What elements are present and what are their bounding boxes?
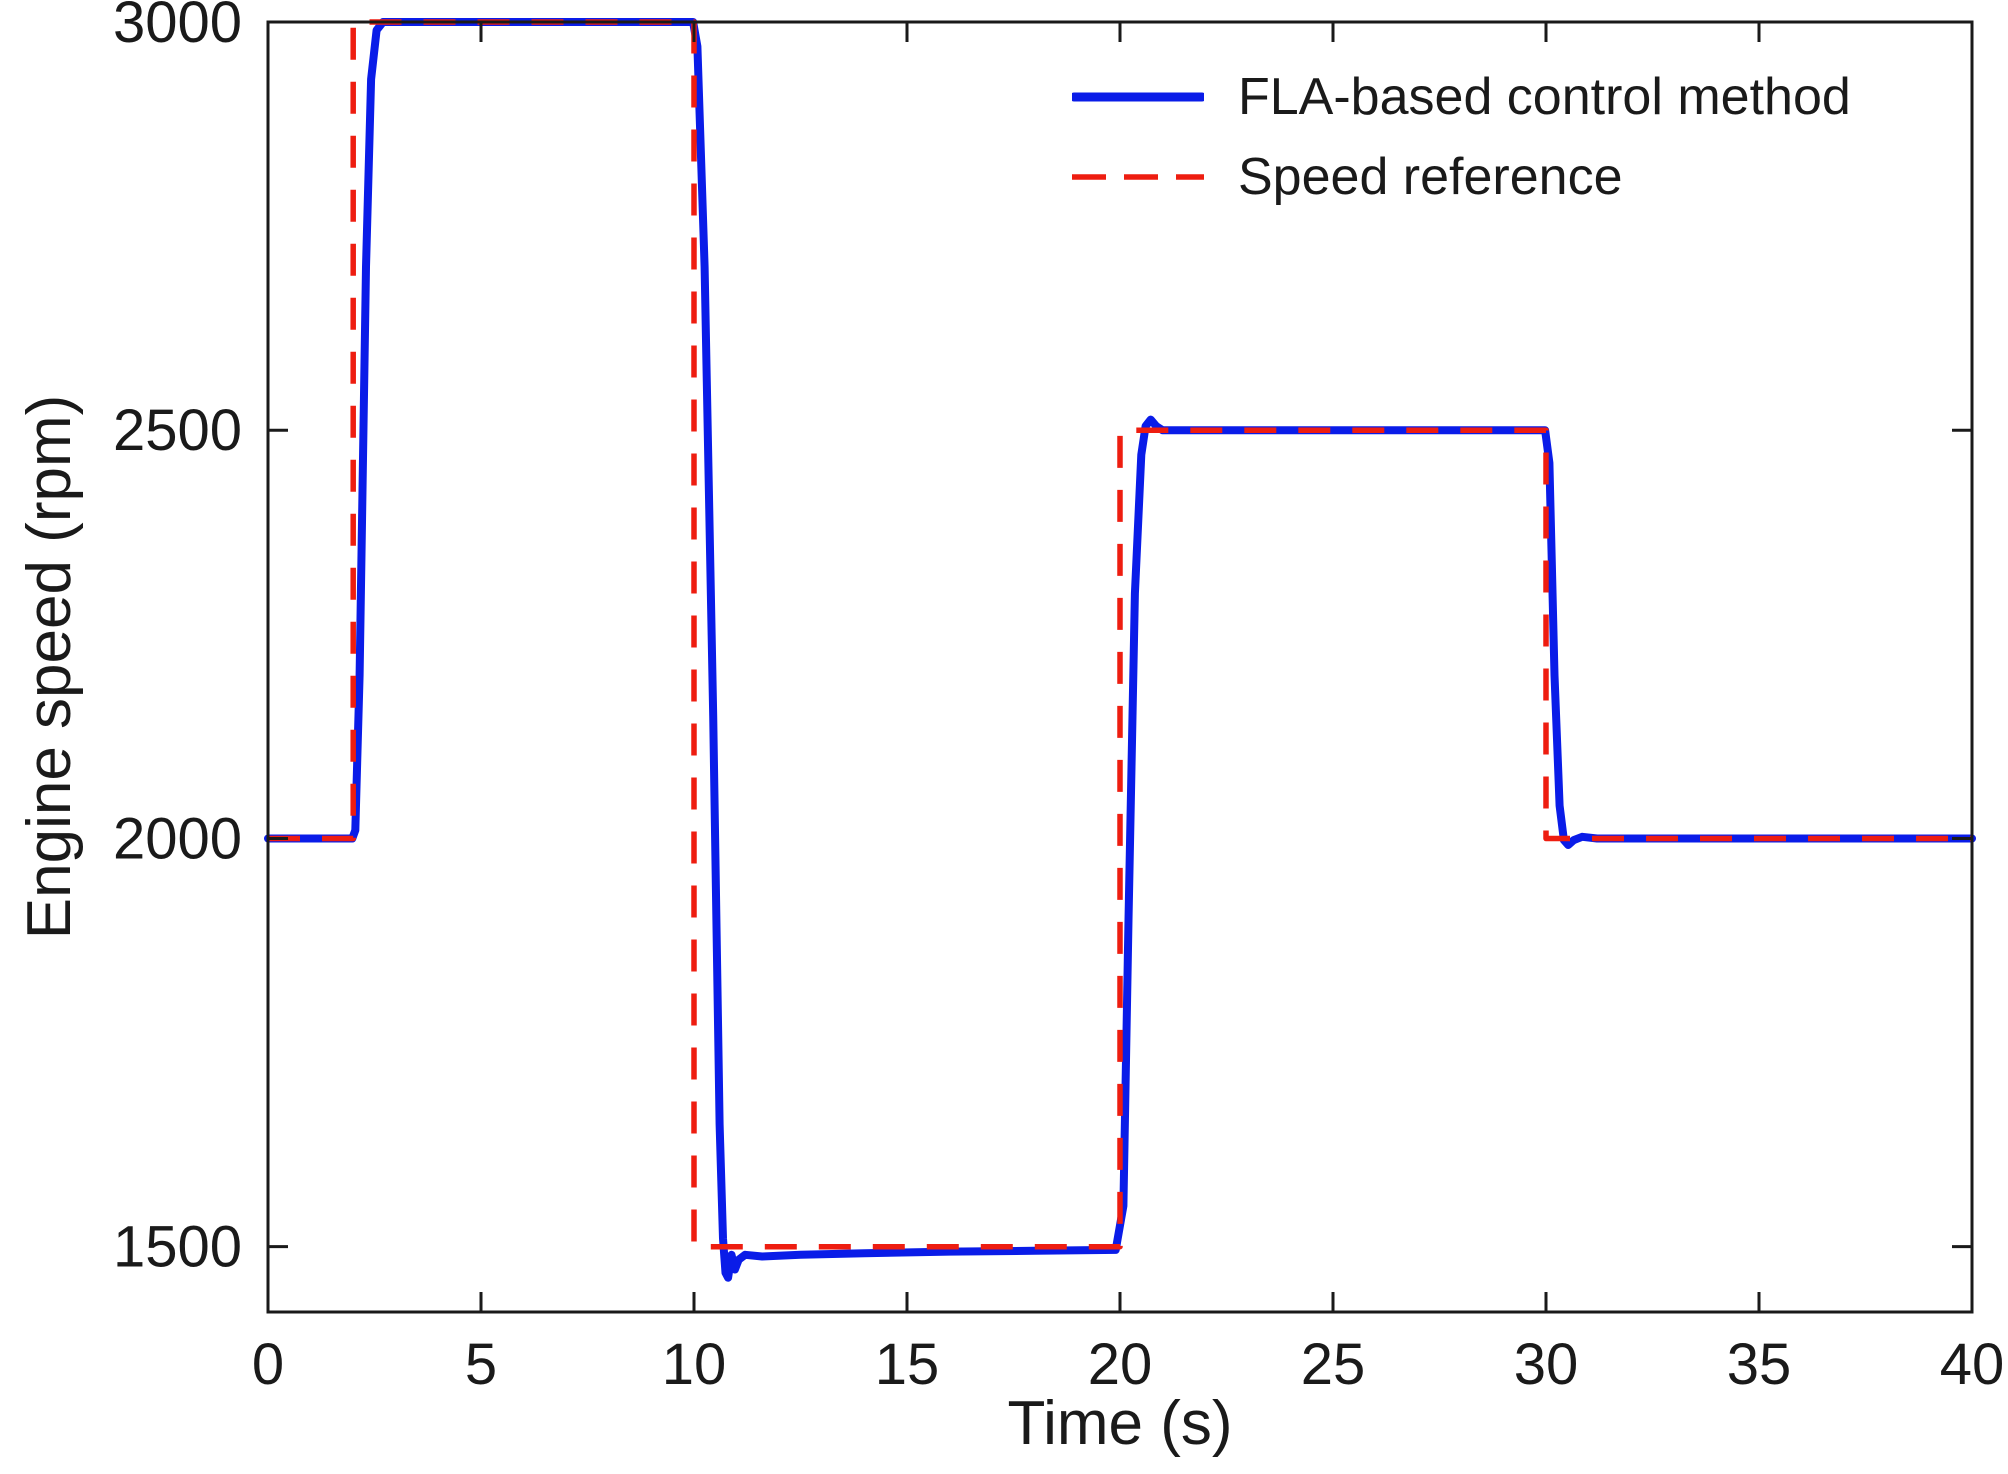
legend-label-fla: FLA-based control method: [1238, 68, 1851, 126]
chart-legend: FLA-based control method Speed reference: [1062, 56, 1861, 218]
y-axis-label-text: Engine speed (rpm): [15, 394, 84, 940]
x-tick-label: 40: [1940, 1332, 2005, 1397]
legend-entry-reference: Speed reference: [1072, 142, 1851, 212]
x-axis-label-text: Time (s): [1007, 1389, 1233, 1458]
x-tick-label: 25: [1301, 1332, 1366, 1397]
x-tick-label: 15: [875, 1332, 940, 1397]
dashed-line-icon: [1072, 174, 1204, 180]
x-axis-label: Time (s): [0, 1388, 2008, 1459]
y-tick-label: 2500: [113, 398, 242, 463]
y-tick-label: 3000: [113, 0, 242, 55]
solid-line-icon: [1072, 92, 1204, 102]
x-tick-label: 30: [1514, 1332, 1579, 1397]
y-tick-label: 1500: [113, 1215, 242, 1280]
series-line-reference: [268, 19, 1972, 1250]
x-tick-label: 10: [662, 1332, 727, 1397]
x-tick-label: 35: [1727, 1332, 1792, 1397]
y-axis-label: Engine speed (rpm): [14, 395, 85, 940]
legend-entry-fla: FLA-based control method: [1072, 62, 1851, 132]
x-tick-label: 20: [1088, 1332, 1153, 1397]
x-tick-label: 5: [465, 1332, 497, 1397]
x-tick-label: 0: [252, 1332, 284, 1397]
y-tick-label: 2000: [113, 806, 242, 871]
legend-label-reference: Speed reference: [1238, 148, 1623, 206]
